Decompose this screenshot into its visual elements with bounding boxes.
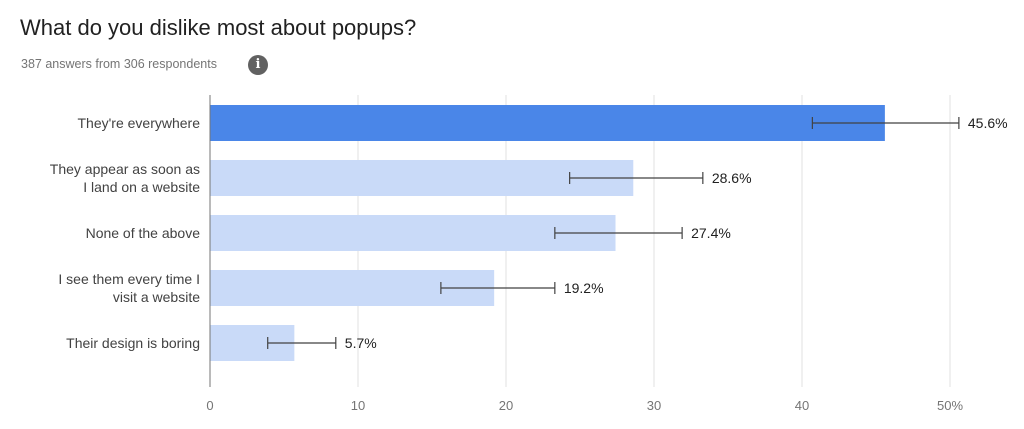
data-label: 19.2%: [564, 280, 604, 296]
category-label: Their design is boring: [66, 335, 200, 351]
category-label: I see them every time I: [58, 271, 200, 287]
data-label: 5.7%: [345, 335, 377, 351]
category-label: They appear as soon as: [50, 161, 200, 177]
x-tick-label: 50%: [937, 398, 963, 413]
bar: [210, 105, 885, 141]
x-tick-label: 40: [795, 398, 809, 413]
category-label: visit a website: [113, 289, 200, 305]
x-tick-label: 30: [647, 398, 661, 413]
category-label: None of the above: [86, 225, 201, 241]
data-label: 45.6%: [968, 115, 1008, 131]
x-tick-label: 0: [206, 398, 213, 413]
bar: [210, 160, 634, 196]
x-tick-label: 20: [499, 398, 513, 413]
bar: [210, 215, 616, 251]
chart-title: What do you dislike most about popups?: [20, 15, 417, 40]
category-label: They're everywhere: [78, 115, 201, 131]
category-label: I land on a website: [83, 179, 200, 195]
data-label: 27.4%: [691, 225, 731, 241]
x-tick-label: 10: [351, 398, 365, 413]
chart-subtitle: 387 answers from 306 respondents: [21, 57, 217, 71]
info-icon[interactable]: i: [248, 55, 268, 75]
data-label: 28.6%: [712, 170, 752, 186]
